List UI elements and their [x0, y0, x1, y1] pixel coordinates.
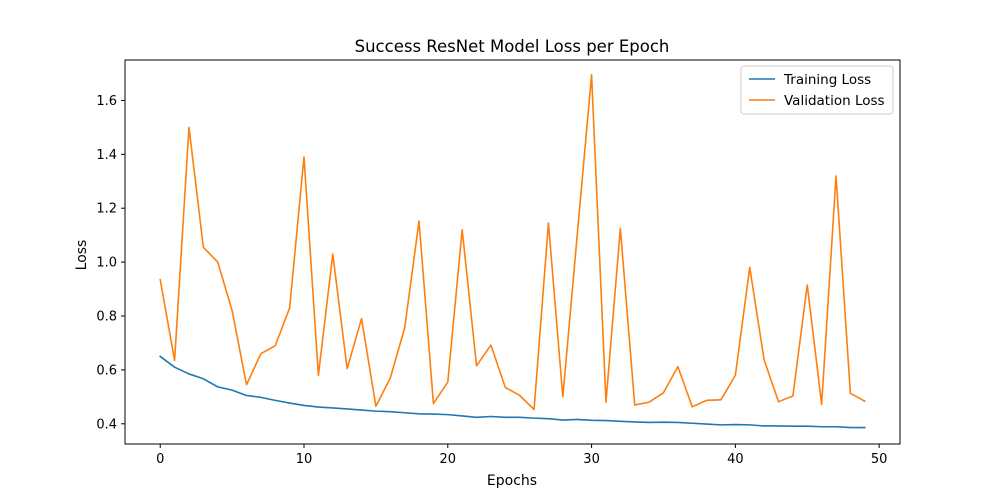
y-tick-label: 1.2 [96, 202, 117, 217]
x-tick-label: 20 [440, 452, 457, 467]
y-tick-label: 0.6 [96, 363, 117, 378]
series-line-1 [159, 74, 866, 411]
x-tick-label: 40 [727, 452, 744, 467]
plot-frame [124, 59, 901, 445]
x-tick-label: 50 [871, 452, 888, 467]
y-axis-title: Loss [74, 240, 90, 271]
x-tick-label: 0 [156, 452, 164, 467]
x-tick-label: 30 [583, 452, 600, 467]
legend-label-1: Validation Loss [784, 93, 885, 109]
y-tick-label: 1.4 [96, 148, 117, 163]
series-line-0 [159, 355, 866, 429]
y-tick-label: 1.6 [96, 94, 117, 109]
x-tick-label: 10 [296, 452, 313, 467]
y-tick-label: 0.4 [96, 417, 117, 432]
y-tick-label: 0.8 [96, 310, 117, 325]
plot-area: 0 10 20 30 40 50 0.4 0.6 0.8 1.0 1.2 1.4 1.6 [96, 59, 901, 467]
legend-label-0: Training Loss [783, 72, 871, 88]
chart-title: Success ResNet Model Loss per Epoch [355, 37, 670, 56]
x-axis-title: Epochs [487, 473, 537, 489]
legend: Training Loss Validation Loss [740, 65, 894, 115]
legend-box [740, 65, 894, 115]
y-tick-label: 1.0 [96, 256, 117, 271]
